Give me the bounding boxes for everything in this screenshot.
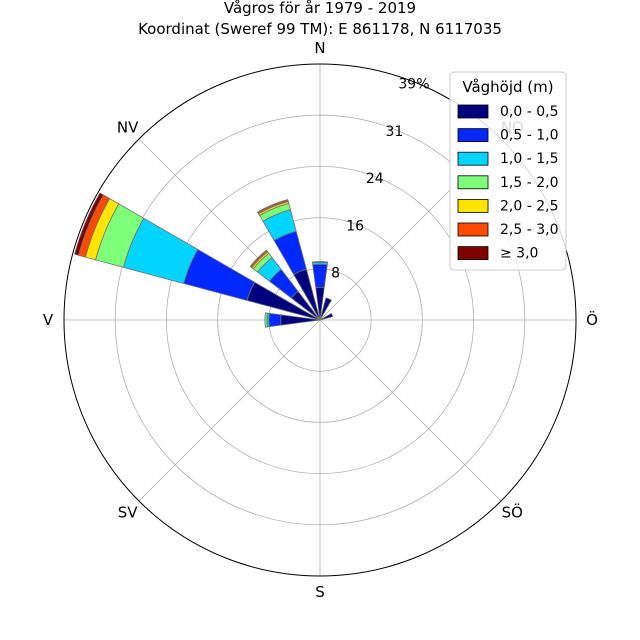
legend-swatch: [457, 222, 489, 237]
radial-tick-label: 24: [366, 171, 384, 187]
rose-bar-segment: [264, 312, 268, 328]
legend-box: [449, 71, 567, 271]
chart-subtitle: Koordinat (Sweref 99 TM): E 861178, N 61…: [138, 20, 502, 38]
rose-bar-segment: [311, 261, 329, 264]
rose-bar-segment: [74, 192, 104, 256]
rose-bar-segment: [257, 199, 289, 214]
outer-ring: [63, 63, 577, 577]
direction-sector: [257, 199, 321, 321]
direction-sector: [264, 312, 321, 328]
legend-title: Våghöjd (m): [462, 78, 553, 96]
legend: Våghöjd (m) 0,0 - 0,5 0,5 - 1,0 1,0 - 1,5 1…: [449, 71, 567, 271]
rose-bar-segment: [183, 248, 256, 301]
direction-label-nv: NV: [117, 119, 139, 137]
direction-label-o: Ö: [586, 310, 598, 329]
legend-label: 0,0 - 0,5: [500, 104, 558, 120]
radial-tick-label: 8: [331, 266, 340, 282]
direction-sector: [74, 192, 321, 321]
legend-label: ≥ 3,0: [500, 246, 538, 262]
chart-title: Vågros för år 1979 - 2019: [224, 0, 416, 17]
direction-labels: NNOÖSÖSSVVNV: [43, 39, 598, 601]
legend-label: 1,5 - 2,0: [500, 175, 558, 191]
rose-bar-segment: [249, 249, 268, 268]
rose-bar-segment: [319, 297, 333, 321]
legend-swatch: [457, 128, 489, 143]
legend-items: 0,0 - 0,5 0,5 - 1,0 1,0 - 1,5 1,5 - 2,0 2,0 …: [457, 104, 558, 262]
rose-bars: [74, 192, 334, 328]
rose-bar-segment: [319, 312, 334, 321]
grid-spoke: [138, 319, 321, 502]
radial-tick-label: 39%: [398, 76, 429, 92]
legend-label: 2,0 - 2,5: [500, 198, 558, 214]
legend-swatch: [457, 175, 489, 190]
direction-label-s: S: [315, 583, 325, 601]
direction-label-v: V: [43, 311, 54, 329]
grid-spoke: [319, 319, 502, 502]
direction-sector: [249, 249, 321, 321]
rose-bar-segment: [312, 263, 328, 288]
direction-sector: [311, 261, 329, 321]
radial-tick-labels: 8 16 24 31 39%: [331, 76, 429, 281]
legend-label: 1,0 - 1,5: [500, 151, 558, 167]
direction-label-so: SÖ: [502, 502, 523, 521]
direction-sector: [319, 297, 333, 321]
rose-bar-segment: [268, 312, 282, 328]
direction-sector: [319, 312, 334, 321]
radial-tick-label: 31: [385, 124, 403, 140]
legend-swatch: [457, 151, 489, 166]
legend-swatch: [457, 246, 489, 261]
legend-label: 2,5 - 3,0: [500, 222, 558, 238]
radial-tick-label: 16: [346, 218, 364, 234]
direction-label-n: N: [314, 39, 325, 57]
legend-swatch: [457, 104, 489, 119]
direction-label-sv: SV: [118, 503, 139, 521]
legend-swatch: [457, 198, 489, 213]
legend-label: 0,5 - 1,0: [500, 128, 558, 144]
